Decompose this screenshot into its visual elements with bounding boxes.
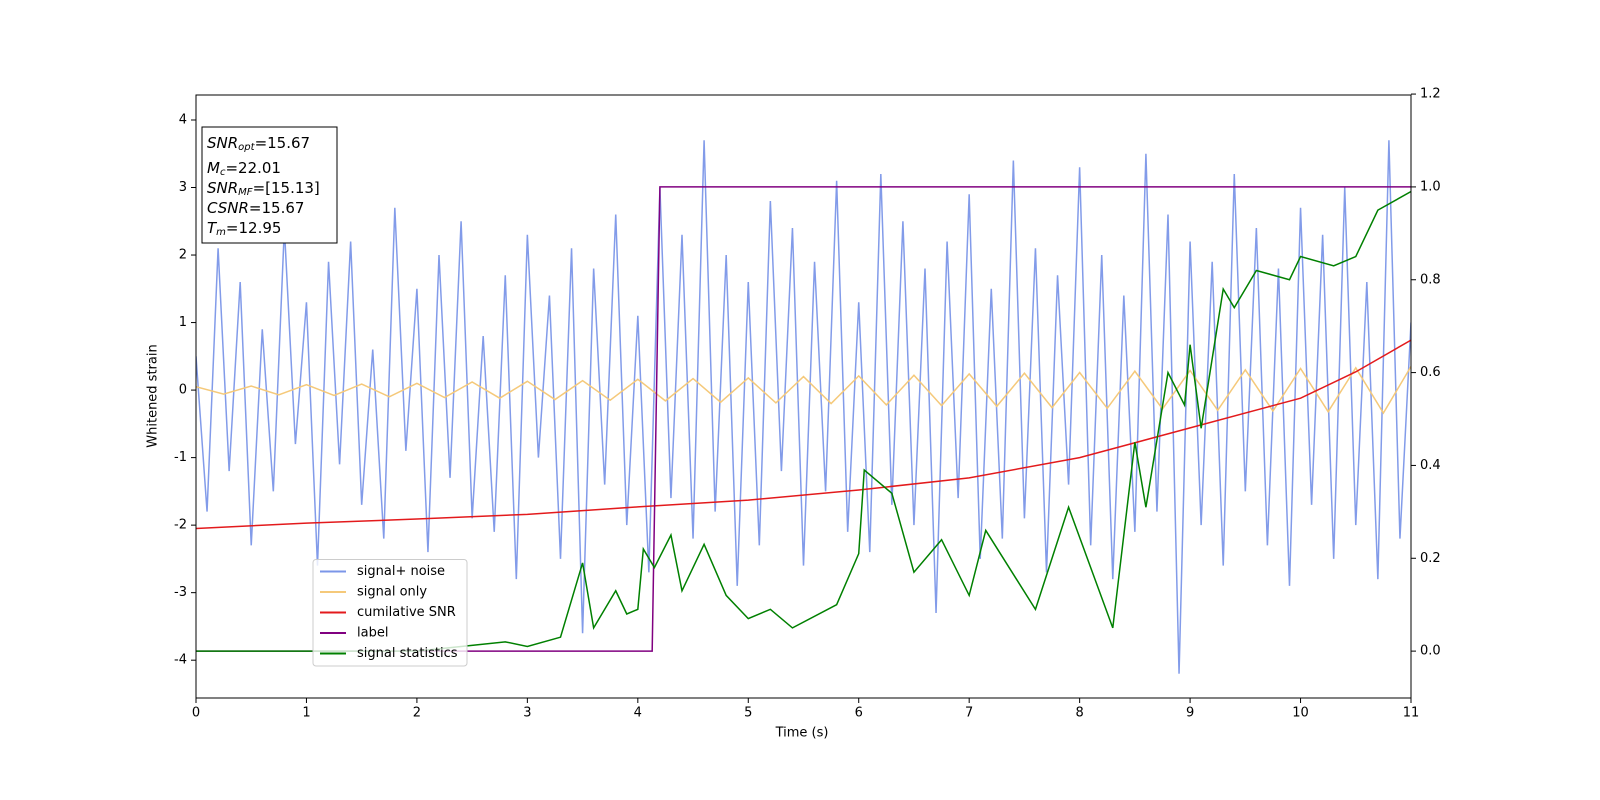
legend-label: signal+ noise: [357, 564, 445, 579]
x-tick-label: 2: [413, 706, 421, 721]
annotation-value: =15.67: [249, 199, 305, 217]
x-tick-label: 5: [744, 706, 752, 721]
x-tick-label: 8: [1075, 706, 1083, 721]
x-tick-label: 4: [634, 706, 642, 721]
annotation: Tm=12.95: [207, 219, 281, 239]
y-tick-label: -2: [174, 518, 187, 533]
annotation: CSNR=15.67: [207, 199, 304, 217]
series-line: [196, 339, 1411, 530]
annotation-sub: c: [220, 167, 226, 178]
x-tick-label: 9: [1186, 706, 1194, 721]
legend-label: label: [357, 626, 388, 641]
legend-label: signal statistics: [357, 646, 458, 661]
annotation-name: M: [207, 159, 220, 177]
plot-frame: [195, 94, 1412, 699]
x-tick-label: 7: [965, 706, 973, 721]
y-tick-label: -1: [174, 450, 187, 465]
y2-tick-label: 1.0: [1420, 179, 1441, 194]
x-tick-label: 6: [855, 706, 863, 721]
annotation-box: [201, 126, 338, 244]
y-tick-label: 3: [179, 180, 187, 195]
annotation-name: CSNR: [207, 199, 249, 217]
series-line: [196, 140, 1411, 674]
legend-label: signal only: [357, 585, 427, 600]
annotation-name: SNR: [207, 134, 238, 152]
x-tick-label: 3: [523, 706, 531, 721]
annotation: Mc=22.01: [207, 159, 281, 179]
legend-label: cumilative SNR: [357, 605, 456, 620]
y2-tick-label: 0.2: [1420, 551, 1441, 566]
annotation-sub: opt: [238, 142, 255, 153]
y2-tick-label: 1.2: [1420, 87, 1441, 102]
y-tick-label: -3: [174, 585, 187, 600]
y2-tick-label: 0.6: [1420, 365, 1441, 380]
annotation: SNRopt=15.67: [207, 134, 310, 154]
x-tick-label: 0: [192, 706, 200, 721]
annotation-value: =12.95: [226, 219, 282, 237]
annotation-name: T: [207, 219, 218, 237]
annotation-value: =15.67: [255, 134, 311, 152]
y-tick-label: 2: [179, 248, 187, 263]
y-axis-label: Whitened strain: [146, 344, 161, 447]
y-tick-label: -4: [174, 653, 187, 668]
y-tick-label: 1: [179, 315, 187, 330]
series-line: [196, 190, 1411, 652]
legend-box: [312, 559, 468, 667]
y2-tick-label: 0.4: [1420, 458, 1441, 473]
x-tick-label: 1: [302, 706, 310, 721]
y-tick-label: 4: [179, 112, 187, 127]
y2-tick-label: 0.8: [1420, 272, 1441, 287]
x-tick-label: 10: [1292, 706, 1309, 721]
annotation-value: =22.01: [225, 159, 281, 177]
annotation-sub: m: [216, 227, 226, 238]
y2-tick-label: 0.0: [1420, 644, 1441, 659]
x-axis-label: Time (s): [775, 726, 829, 741]
annotation: SNRMF=[15.13]: [207, 179, 320, 199]
y-tick-label: 0: [179, 383, 187, 398]
plot-area: [196, 140, 1411, 674]
x-tick-label: 11: [1403, 706, 1420, 721]
annotation-sub: MF: [238, 187, 253, 198]
annotation-value: =[15.13]: [253, 179, 320, 197]
series-line: [196, 366, 1411, 415]
annotation-name: SNR: [207, 179, 238, 197]
